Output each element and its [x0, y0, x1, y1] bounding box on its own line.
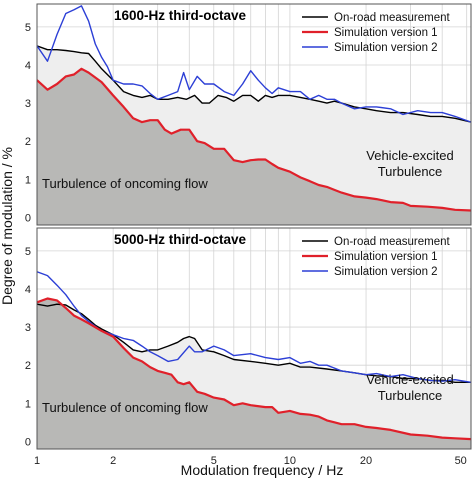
- series-line-measurement: [37, 45, 471, 123]
- x-tick-label: 1: [34, 455, 40, 467]
- annotation-vehicle-excited: Vehicle-excited: [366, 148, 453, 163]
- y-tick-label: 2: [25, 360, 31, 372]
- vehicle-excited-region: [37, 298, 471, 440]
- y-tick-label: 1: [25, 174, 31, 186]
- legend-label-measurement: On-road measurement: [334, 12, 450, 24]
- series-line-sim1: [37, 297, 471, 441]
- legend-label-sim1: Simulation version 1: [334, 251, 438, 263]
- annotation-oncoming-flow: Turbulence of oncoming flow: [42, 400, 208, 415]
- legend-label-sim2: Simulation version 2: [334, 266, 438, 278]
- chart-panel-1600hz: 0 1 2 3 4 5 1600-Hz third-octave On-road measur…: [25, 3, 472, 226]
- y-tick-label: 5: [25, 22, 31, 34]
- chart-title: 5000-Hz third-octave: [114, 232, 247, 247]
- x-axis-label: Modulation frequency / Hz: [181, 462, 344, 478]
- plot-frame: [36, 3, 472, 226]
- x-tick-label: 2: [110, 455, 116, 467]
- y-tick-label: 1: [25, 398, 31, 410]
- annotation-turbulence: Turbulence: [378, 388, 443, 403]
- annotation-oncoming-flow: Turbulence of oncoming flow: [42, 176, 208, 191]
- x-tick-label: 5: [211, 455, 217, 467]
- y-tick-label: 3: [25, 322, 31, 334]
- legend-label-sim2: Simulation version 2: [334, 42, 438, 54]
- series-line-sim1: [37, 67, 471, 212]
- y-tick-label: 0: [25, 436, 31, 448]
- y-tick-label: 3: [25, 98, 31, 110]
- legend-label-measurement: On-road measurement: [334, 236, 450, 248]
- series-line-sim2: [37, 5, 471, 123]
- y-tick-label: 2: [25, 136, 31, 148]
- vehicle-excited-region: [37, 45, 471, 211]
- oncoming-flow-region: [37, 298, 471, 449]
- y-tick-label: 4: [25, 284, 31, 296]
- series-line-measurement: [37, 303, 471, 383]
- y-tick-label: 5: [25, 246, 31, 258]
- chart-title: 1600-Hz third-octave: [114, 8, 247, 23]
- x-tick-label: 10: [284, 455, 296, 467]
- y-tick-label: 4: [25, 60, 31, 72]
- oncoming-flow-region: [37, 68, 471, 225]
- x-tick-label: 20: [360, 455, 372, 467]
- annotation-vehicle-excited: Vehicle-excited: [366, 372, 453, 387]
- x-tick-label: 50: [455, 455, 467, 467]
- y-tick-label: 0: [25, 212, 31, 224]
- annotation-turbulence: Turbulence: [378, 164, 443, 179]
- plot-frame: [36, 227, 472, 450]
- legend-label-sim1: Simulation version 1: [334, 27, 438, 39]
- y-axis-label: Degree of modulation / %: [0, 147, 15, 305]
